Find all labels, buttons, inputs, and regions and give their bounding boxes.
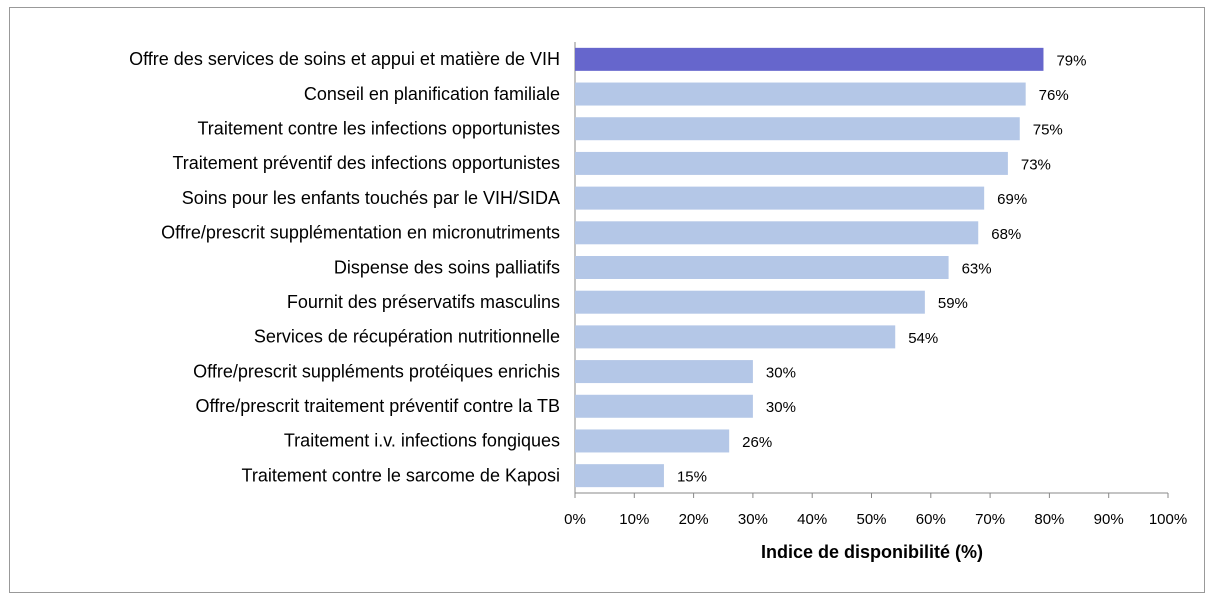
category-label: Traitement préventif des infections oppo… bbox=[172, 153, 560, 173]
x-tick-label: 0% bbox=[564, 511, 586, 528]
value-label: 30% bbox=[766, 365, 796, 382]
x-tick-label: 30% bbox=[738, 511, 768, 528]
bar bbox=[575, 360, 753, 384]
value-label: 26% bbox=[742, 434, 772, 451]
value-label: 63% bbox=[962, 260, 992, 277]
category-label: Fournit des préservatifs masculins bbox=[287, 292, 560, 312]
value-label: 76% bbox=[1039, 87, 1069, 104]
value-label: 54% bbox=[908, 330, 938, 347]
category-label: Conseil en planification familiale bbox=[304, 84, 560, 104]
x-tick-label: 80% bbox=[1034, 511, 1064, 528]
category-label: Services de récupération nutritionnelle bbox=[254, 327, 560, 347]
bar bbox=[575, 221, 979, 245]
x-tick-label: 20% bbox=[679, 511, 709, 528]
value-label: 68% bbox=[991, 226, 1021, 243]
category-label: Offre/prescrit supplémentation en micron… bbox=[161, 223, 560, 243]
category-label: Dispense des soins palliatifs bbox=[334, 257, 560, 277]
bar bbox=[575, 47, 1044, 71]
category-label: Traitement i.v. infections fongiques bbox=[284, 431, 560, 451]
value-label: 15% bbox=[677, 469, 707, 486]
x-tick-label: 40% bbox=[797, 511, 827, 528]
x-tick-label: 50% bbox=[856, 511, 886, 528]
category-label: Offre des services de soins et appui et … bbox=[129, 49, 560, 69]
x-tick-label: 70% bbox=[975, 511, 1005, 528]
x-tick-label: 10% bbox=[619, 511, 649, 528]
x-tick-label: 60% bbox=[916, 511, 946, 528]
x-tick-label: 90% bbox=[1094, 511, 1124, 528]
value-label: 79% bbox=[1056, 52, 1086, 69]
category-label: Traitement contre les infections opportu… bbox=[197, 118, 560, 138]
value-label: 75% bbox=[1033, 122, 1063, 139]
category-label: Soins pour les enfants touchés par le VI… bbox=[182, 188, 560, 208]
bar bbox=[575, 117, 1020, 141]
bar bbox=[575, 151, 1008, 175]
value-label: 73% bbox=[1021, 156, 1051, 173]
chart-border bbox=[9, 7, 1205, 593]
x-tick-label: 100% bbox=[1149, 511, 1187, 528]
bar bbox=[575, 464, 664, 488]
value-label: 69% bbox=[997, 191, 1027, 208]
x-axis-label: Indice de disponibilité (%) bbox=[761, 542, 983, 562]
category-label: Offre/prescrit traitement préventif cont… bbox=[196, 396, 560, 416]
value-label: 59% bbox=[938, 295, 968, 312]
bar bbox=[575, 325, 896, 349]
bar bbox=[575, 256, 949, 279]
value-label: 30% bbox=[766, 399, 796, 416]
bar bbox=[575, 429, 730, 453]
bar bbox=[575, 186, 985, 210]
category-label: Offre/prescrit suppléments protéiques en… bbox=[193, 361, 560, 381]
category-label: Traitement contre le sarcome de Kaposi bbox=[242, 465, 560, 485]
bar bbox=[575, 82, 1026, 106]
bar bbox=[575, 290, 925, 314]
bar bbox=[575, 394, 753, 418]
